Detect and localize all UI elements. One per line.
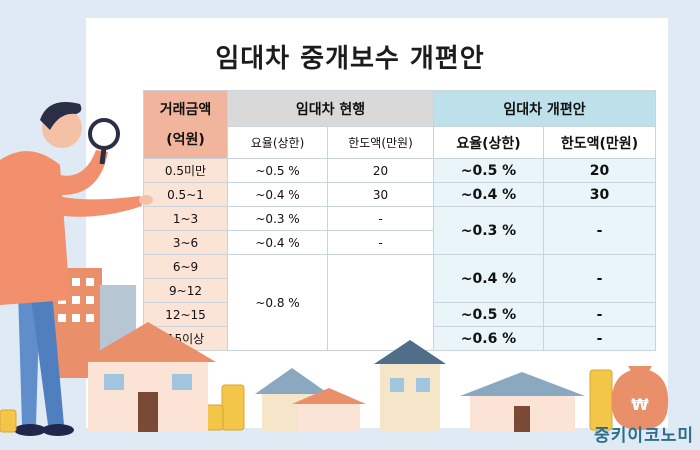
proposed-rate-cell: ~0.4 % [433,182,544,207]
amount-cell: 15이상 [143,326,228,351]
proposed-rate-cell: ~0.6 % [433,326,544,351]
table-row: 3~6 ~0.4 % - [143,230,656,255]
current-limit-cell: - [327,230,434,255]
amount-header: 거래금액 (억원) [143,90,228,159]
page-title: 임대차 중개보수 개편안 [215,44,485,74]
amount-cell: 0.5~1 [143,182,228,207]
proposed-limit-cell: - [543,326,656,351]
current-limit-cell: 20 [327,158,434,183]
amount-cell: 0.5미만 [143,158,228,183]
table-row: 1~3 ~0.3 % - ~0.3 % - [143,206,656,255]
current-rate-cell: ~0.4 % [227,230,328,255]
proposed-rate-cell: ~0.3 % [433,206,544,255]
amount-cell: 12~15 [143,302,228,327]
current-rate-cell: ~0.8 % [227,254,328,351]
amount-cell: 3~6 [143,230,228,255]
amount-cell: 9~12 [143,278,228,303]
proposed-rate-cell: ~0.5 % [433,158,544,183]
current-limit-header: 한도액(만원) [327,126,434,159]
amount-cell: 6~9 [143,254,228,279]
brand-watermark: 중키이코노미 [594,426,694,446]
proposed-limit-cell: 20 [543,158,656,183]
proposed-limit-cell: - [543,302,656,327]
proposed-limit-cell: 30 [543,182,656,207]
proposed-rate-cell: ~0.5 % [433,302,544,327]
proposed-header: 임대차 개편안 [433,90,656,127]
current-limit-cell [327,254,434,351]
proposed-limit-header: 한도액(만원) [543,126,656,159]
current-limit-cell: 30 [327,182,434,207]
current-rate-cell: ~0.4 % [227,182,328,207]
amount-cell: 1~3 [143,206,228,231]
proposed-rate-header: 요율(상한) [433,126,544,159]
current-limit-cell: - [327,206,434,231]
current-rate-cell: ~0.5 % [227,158,328,183]
fee-comparison-table: 거래금액 (억원) 임대차 현행 임대차 개편안 요율(상한) 한도액(만원) … [143,90,656,351]
proposed-limit-cell: - [543,206,656,255]
current-header: 임대차 현행 [227,90,434,127]
proposed-rate-cell: ~0.4 % [433,254,544,303]
table-row: 6~9 ~0.8 % ~0.4 % - [143,254,656,351]
table-row: 0.5~1 ~0.4 % 30 ~0.4 % 30 [143,182,656,207]
proposed-limit-cell: - [543,254,656,303]
current-rate-cell: ~0.3 % [227,206,328,231]
current-rate-header: 요율(상한) [227,126,328,159]
table-row: 0.5미만 ~0.5 % 20 ~0.5 % 20 [143,158,656,183]
